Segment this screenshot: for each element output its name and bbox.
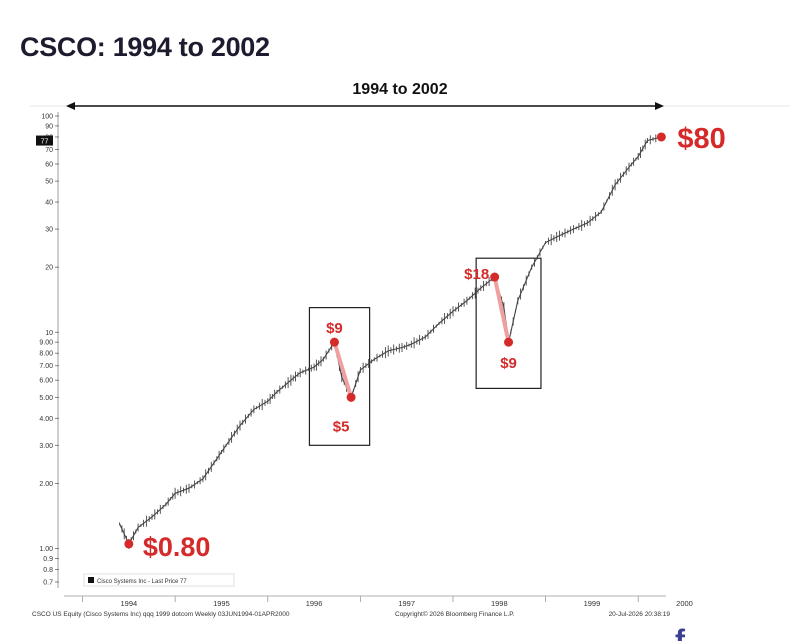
y-tick-label: 0.8: [43, 567, 53, 574]
y-tick-label: 50: [45, 179, 53, 186]
y-tick-label: 40: [45, 200, 53, 207]
annotation-label: $9: [500, 355, 517, 372]
y-tick-label: 6.00: [39, 378, 53, 385]
chart-title: 1994 to 2002: [352, 81, 447, 98]
x-tick-label: 1997: [398, 599, 415, 608]
series-layer: [119, 134, 662, 549]
annotation-dot: [124, 539, 134, 549]
y-tick-label: 7.00: [39, 363, 53, 370]
highlight-box: [308, 307, 371, 446]
range-arrow-left-head: [66, 102, 75, 110]
y-tick-label: 0.9: [43, 556, 53, 563]
annotation-label: $80: [677, 123, 725, 155]
legend-label: Cisco Systems Inc - Last Price 77: [97, 579, 187, 585]
annotations: $0.80 $9 $5 $18 $9 $80: [124, 123, 726, 562]
footer-left: CSCO US Equity (Cisco Systems Inc) qqq 1…: [32, 611, 290, 618]
range-arrow-right-head: [655, 102, 664, 110]
y-tick-label: 2.00: [39, 481, 53, 488]
chart-container: 1994 to 2002 0.7 0.8 0.9 1.00 2.00 3.00 4.00 5.…: [30, 70, 790, 630]
y-tick-label: 90: [45, 123, 53, 130]
x-tick-label: 1995: [213, 599, 230, 608]
annotation-label: $18: [464, 266, 489, 283]
highlight-boxes: [308, 257, 542, 446]
x-axis: 1994 1995 1996 1997 1998 1999 2000: [64, 595, 693, 608]
y-tick-label: 4.00: [39, 416, 53, 423]
annotation-arrows: [332, 275, 511, 400]
y-tick-label: 30: [45, 227, 53, 234]
annotation-arrow: [492, 275, 511, 345]
y-tick-label: 60: [45, 161, 53, 168]
y-tick-label: 3.00: [39, 443, 53, 450]
y-tick-label: 70: [45, 147, 53, 154]
annotation-arrow: [332, 340, 354, 400]
last-price-tag-label: 77: [41, 139, 49, 146]
annotation-dot: [504, 337, 514, 347]
y-tick-label: 5.00: [39, 395, 53, 402]
price-line: [119, 136, 662, 546]
footer-center: Copyright© 2026 Bloomberg Finance L.P.: [395, 610, 515, 618]
y-tick-label: 10: [45, 330, 53, 337]
annotation-dot: [329, 337, 339, 347]
y-tick-label: 1.00: [39, 546, 53, 553]
x-tick-label: 1994: [120, 599, 137, 608]
brand-fragment: f: [675, 624, 685, 641]
y-axis: 0.7 0.8 0.9 1.00 2.00 3.00 4.00 5.00 6.00 7.00 8.0…: [36, 112, 59, 588]
chart-footer: CSCO US Equity (Cisco Systems Inc) qqq 1…: [32, 610, 670, 618]
x-tick-label: 1999: [584, 599, 601, 608]
price-chart: 1994 to 2002 0.7 0.8 0.9 1.00 2.00 3.00 4.00 5.…: [30, 81, 790, 618]
annotation-dot: [656, 132, 666, 142]
annotation-label: $9: [326, 320, 343, 337]
y-tick-label: 100: [41, 114, 53, 121]
annotation-dot: [490, 272, 500, 282]
x-tick-label: 2000: [676, 599, 693, 608]
x-tick-label: 1998: [491, 599, 508, 608]
last-price-tag: [36, 135, 53, 146]
annotation-dot: [346, 392, 356, 402]
y-tick-label: 0.7: [43, 580, 53, 587]
annotation-label: $5: [333, 418, 350, 435]
legend: Cisco Systems Inc - Last Price 77: [83, 573, 235, 587]
legend-box: [83, 573, 235, 587]
y-tick-label: 9.00: [39, 340, 53, 347]
highlight-box: [475, 257, 542, 389]
range-arrow: 1994 to 2002: [66, 81, 664, 110]
footer-right: 20-Jul-2026 20:38:19: [609, 611, 671, 618]
legend-swatch: [88, 577, 94, 583]
y-tick-label: 20: [45, 265, 53, 272]
annotation-label: $0.80: [143, 532, 211, 562]
y-tick-label: 8.00: [39, 351, 53, 358]
x-tick-label: 1996: [306, 599, 323, 608]
slide-title: CSCO: 1994 to 2002: [20, 32, 270, 62]
